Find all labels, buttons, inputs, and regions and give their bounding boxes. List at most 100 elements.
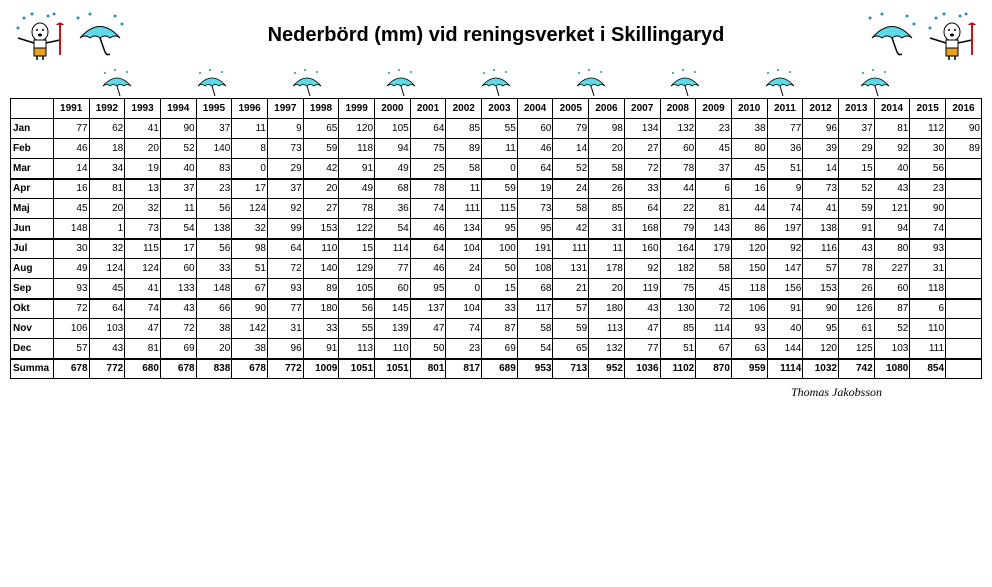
month-label: Jan xyxy=(11,119,54,139)
data-cell xyxy=(946,199,982,219)
small-umbrella-icon xyxy=(287,68,327,98)
data-cell: 130 xyxy=(660,299,696,319)
data-cell: 64 xyxy=(624,199,660,219)
data-cell: 0 xyxy=(232,159,268,179)
data-cell: 115 xyxy=(482,199,518,219)
data-cell: 91 xyxy=(838,219,874,239)
data-cell: 106 xyxy=(731,299,767,319)
data-cell: 38 xyxy=(232,339,268,359)
data-cell: 31 xyxy=(589,219,625,239)
data-cell xyxy=(946,259,982,279)
data-cell: 58 xyxy=(589,159,625,179)
data-cell: 9 xyxy=(267,119,303,139)
data-cell: 37 xyxy=(696,159,732,179)
data-cell: 52 xyxy=(553,159,589,179)
data-cell: 43 xyxy=(160,299,196,319)
data-cell: 16 xyxy=(731,179,767,199)
data-cell: 36 xyxy=(375,199,411,219)
data-cell: 37 xyxy=(267,179,303,199)
data-cell: 74 xyxy=(767,199,803,219)
sum-label: Summa xyxy=(11,359,54,379)
data-cell: 148 xyxy=(53,219,89,239)
data-cell: 17 xyxy=(232,179,268,199)
data-cell: 182 xyxy=(660,259,696,279)
sum-cell: 1114 xyxy=(767,359,803,379)
data-cell: 64 xyxy=(410,239,446,259)
data-cell: 58 xyxy=(553,199,589,219)
data-cell: 69 xyxy=(482,339,518,359)
data-cell: 60 xyxy=(375,279,411,299)
year-header: 1992 xyxy=(89,99,125,119)
data-cell: 138 xyxy=(803,219,839,239)
data-cell: 17 xyxy=(160,239,196,259)
data-cell: 47 xyxy=(410,319,446,339)
data-cell: 49 xyxy=(53,259,89,279)
data-cell: 134 xyxy=(446,219,482,239)
sum-cell: 772 xyxy=(267,359,303,379)
data-cell: 125 xyxy=(838,339,874,359)
data-cell: 33 xyxy=(196,259,232,279)
data-cell: 105 xyxy=(339,279,375,299)
data-cell: 11 xyxy=(446,179,482,199)
data-cell: 164 xyxy=(660,239,696,259)
sum-cell: 959 xyxy=(731,359,767,379)
data-cell: 56 xyxy=(910,159,946,179)
data-cell: 72 xyxy=(267,259,303,279)
data-cell: 156 xyxy=(767,279,803,299)
data-cell: 98 xyxy=(589,119,625,139)
data-cell: 153 xyxy=(303,219,339,239)
sum-cell: 1032 xyxy=(803,359,839,379)
data-cell xyxy=(946,219,982,239)
year-header: 2012 xyxy=(803,99,839,119)
data-cell: 111 xyxy=(446,199,482,219)
data-cell: 78 xyxy=(660,159,696,179)
data-cell: 120 xyxy=(803,339,839,359)
data-cell: 103 xyxy=(89,319,125,339)
year-header: 2007 xyxy=(624,99,660,119)
data-cell: 87 xyxy=(482,319,518,339)
data-cell: 51 xyxy=(767,159,803,179)
data-cell: 79 xyxy=(660,219,696,239)
data-cell: 63 xyxy=(731,339,767,359)
umbrella-strip xyxy=(10,68,982,98)
data-cell: 39 xyxy=(803,139,839,159)
data-cell: 129 xyxy=(339,259,375,279)
data-cell: 116 xyxy=(803,239,839,259)
data-cell: 24 xyxy=(553,179,589,199)
data-cell: 124 xyxy=(232,199,268,219)
data-cell: 27 xyxy=(303,199,339,219)
small-umbrella-icon xyxy=(855,68,895,98)
data-cell: 121 xyxy=(874,199,910,219)
data-cell: 22 xyxy=(660,199,696,219)
data-cell: 92 xyxy=(624,259,660,279)
data-cell: 90 xyxy=(160,119,196,139)
sum-cell: 952 xyxy=(589,359,625,379)
data-cell: 45 xyxy=(696,139,732,159)
data-cell: 36 xyxy=(767,139,803,159)
sum-cell: 870 xyxy=(696,359,732,379)
data-cell: 95 xyxy=(410,279,446,299)
year-header: 2001 xyxy=(410,99,446,119)
sum-cell: 689 xyxy=(482,359,518,379)
month-label: Jun xyxy=(11,219,54,239)
sum-cell: 1051 xyxy=(375,359,411,379)
data-cell: 40 xyxy=(160,159,196,179)
data-cell: 27 xyxy=(624,139,660,159)
data-cell: 56 xyxy=(339,299,375,319)
small-umbrella-icon xyxy=(381,68,421,98)
data-cell: 64 xyxy=(89,299,125,319)
data-cell: 0 xyxy=(482,159,518,179)
data-cell: 16 xyxy=(53,179,89,199)
data-cell: 65 xyxy=(553,339,589,359)
data-cell: 31 xyxy=(910,259,946,279)
data-cell: 23 xyxy=(910,179,946,199)
data-cell: 74 xyxy=(410,199,446,219)
data-cell: 96 xyxy=(803,119,839,139)
data-cell: 64 xyxy=(517,159,553,179)
data-cell: 24 xyxy=(446,259,482,279)
data-cell: 15 xyxy=(482,279,518,299)
data-cell: 143 xyxy=(696,219,732,239)
data-cell: 180 xyxy=(303,299,339,319)
sum-cell: 678 xyxy=(160,359,196,379)
data-cell: 98 xyxy=(232,239,268,259)
